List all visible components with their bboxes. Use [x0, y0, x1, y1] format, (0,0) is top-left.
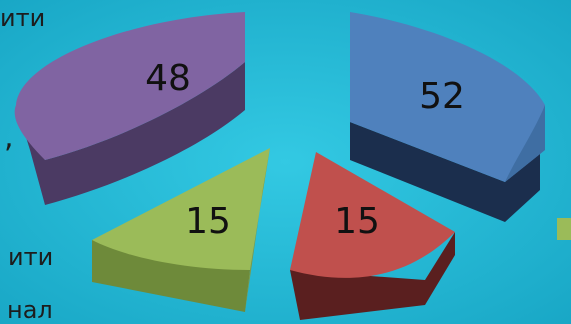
data-label-48: 48	[145, 58, 191, 99]
pie-slice-48	[14, 12, 245, 205]
data-label-15-green: 15	[185, 201, 231, 242]
text-fragment-2: ,	[4, 120, 14, 155]
pie-slice-15-red	[290, 152, 455, 320]
text-fragment-1: ити	[0, 4, 46, 32]
pie-slice-15-green	[92, 148, 270, 312]
pie-slice-52	[350, 12, 545, 222]
data-label-15-red: 15	[334, 201, 380, 242]
text-fragment-4: нал	[7, 296, 53, 324]
legend-swatch	[557, 218, 571, 240]
data-label-52: 52	[419, 76, 465, 117]
text-fragment-3: ити	[8, 243, 54, 271]
